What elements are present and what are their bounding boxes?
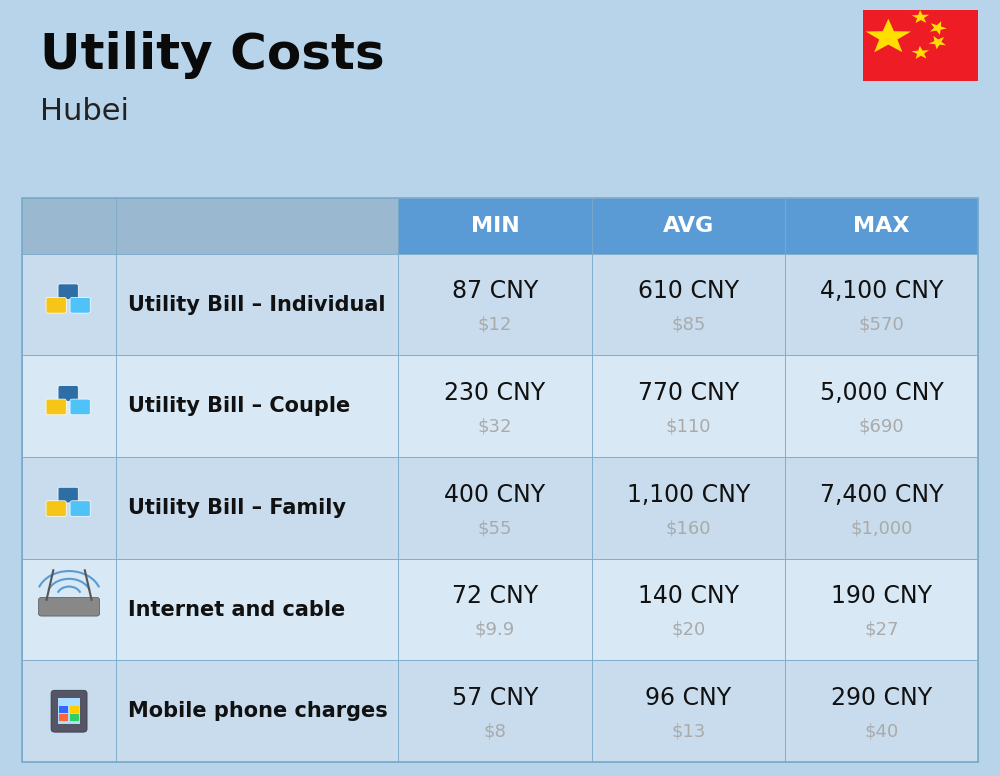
Text: $12: $12 xyxy=(478,316,512,334)
Text: $9.9: $9.9 xyxy=(475,621,515,639)
FancyBboxPatch shape xyxy=(70,399,90,414)
FancyBboxPatch shape xyxy=(22,660,116,762)
Text: 290 CNY: 290 CNY xyxy=(831,686,932,710)
FancyBboxPatch shape xyxy=(785,355,978,457)
FancyBboxPatch shape xyxy=(70,706,79,712)
Text: $27: $27 xyxy=(864,621,899,639)
Text: $85: $85 xyxy=(671,316,705,334)
Polygon shape xyxy=(930,21,947,35)
Text: $690: $690 xyxy=(859,417,904,435)
Text: $110: $110 xyxy=(665,417,711,435)
Text: 4,100 CNY: 4,100 CNY xyxy=(820,279,943,303)
Text: 770 CNY: 770 CNY xyxy=(638,381,739,405)
FancyBboxPatch shape xyxy=(58,284,78,300)
FancyBboxPatch shape xyxy=(398,660,592,762)
FancyBboxPatch shape xyxy=(59,706,68,712)
Polygon shape xyxy=(929,36,946,50)
Text: 96 CNY: 96 CNY xyxy=(645,686,731,710)
Text: Utility Bill – Individual: Utility Bill – Individual xyxy=(128,295,386,314)
Text: $13: $13 xyxy=(671,722,705,740)
Text: $20: $20 xyxy=(671,621,705,639)
FancyBboxPatch shape xyxy=(22,254,116,355)
FancyBboxPatch shape xyxy=(22,559,116,660)
Polygon shape xyxy=(912,10,929,23)
Text: Utility Costs: Utility Costs xyxy=(40,31,385,79)
FancyBboxPatch shape xyxy=(785,198,978,254)
Text: 230 CNY: 230 CNY xyxy=(444,381,546,405)
FancyBboxPatch shape xyxy=(116,457,398,559)
FancyBboxPatch shape xyxy=(59,714,68,722)
FancyBboxPatch shape xyxy=(58,487,78,503)
Text: Mobile phone charges: Mobile phone charges xyxy=(128,702,388,721)
FancyBboxPatch shape xyxy=(46,297,66,313)
FancyBboxPatch shape xyxy=(785,559,978,660)
Circle shape xyxy=(63,287,75,296)
Text: $8: $8 xyxy=(484,722,506,740)
Text: 140 CNY: 140 CNY xyxy=(638,584,739,608)
Text: 5,000 CNY: 5,000 CNY xyxy=(820,381,943,405)
Text: Internet and cable: Internet and cable xyxy=(128,600,345,619)
Text: $160: $160 xyxy=(665,519,711,537)
Text: $570: $570 xyxy=(859,316,904,334)
Polygon shape xyxy=(866,19,911,52)
Text: Utility Bill – Couple: Utility Bill – Couple xyxy=(128,397,350,416)
Text: $32: $32 xyxy=(478,417,512,435)
Text: 400 CNY: 400 CNY xyxy=(444,483,546,507)
FancyBboxPatch shape xyxy=(46,501,66,517)
FancyBboxPatch shape xyxy=(22,457,116,559)
FancyBboxPatch shape xyxy=(592,355,785,457)
FancyBboxPatch shape xyxy=(863,10,978,81)
FancyBboxPatch shape xyxy=(22,198,116,254)
Text: 1,100 CNY: 1,100 CNY xyxy=(627,483,750,507)
FancyBboxPatch shape xyxy=(116,254,398,355)
FancyBboxPatch shape xyxy=(58,386,78,401)
FancyBboxPatch shape xyxy=(398,198,592,254)
Text: $40: $40 xyxy=(864,722,899,740)
FancyBboxPatch shape xyxy=(116,559,398,660)
FancyBboxPatch shape xyxy=(592,559,785,660)
FancyBboxPatch shape xyxy=(398,355,592,457)
Circle shape xyxy=(63,389,75,398)
FancyBboxPatch shape xyxy=(592,198,785,254)
FancyBboxPatch shape xyxy=(39,598,100,616)
FancyBboxPatch shape xyxy=(116,660,398,762)
FancyBboxPatch shape xyxy=(785,457,978,559)
FancyBboxPatch shape xyxy=(398,254,592,355)
FancyBboxPatch shape xyxy=(116,355,398,457)
Text: 72 CNY: 72 CNY xyxy=(452,584,538,608)
FancyBboxPatch shape xyxy=(398,457,592,559)
Text: MAX: MAX xyxy=(853,216,910,236)
FancyBboxPatch shape xyxy=(70,501,90,517)
FancyBboxPatch shape xyxy=(22,355,116,457)
FancyBboxPatch shape xyxy=(785,254,978,355)
FancyBboxPatch shape xyxy=(58,698,80,725)
Text: 610 CNY: 610 CNY xyxy=(638,279,739,303)
FancyBboxPatch shape xyxy=(398,559,592,660)
FancyBboxPatch shape xyxy=(592,457,785,559)
FancyBboxPatch shape xyxy=(46,399,66,414)
FancyBboxPatch shape xyxy=(785,660,978,762)
Text: AVG: AVG xyxy=(663,216,714,236)
Circle shape xyxy=(63,490,75,500)
Text: $1,000: $1,000 xyxy=(850,519,913,537)
Text: 7,400 CNY: 7,400 CNY xyxy=(820,483,943,507)
Text: Utility Bill – Family: Utility Bill – Family xyxy=(128,498,346,518)
Text: Hubei: Hubei xyxy=(40,97,129,126)
FancyBboxPatch shape xyxy=(592,254,785,355)
Polygon shape xyxy=(912,46,929,59)
Text: $55: $55 xyxy=(478,519,512,537)
FancyBboxPatch shape xyxy=(70,297,90,313)
FancyBboxPatch shape xyxy=(51,691,87,733)
FancyBboxPatch shape xyxy=(116,198,398,254)
Text: 87 CNY: 87 CNY xyxy=(452,279,538,303)
Text: MIN: MIN xyxy=(471,216,519,236)
Text: 190 CNY: 190 CNY xyxy=(831,584,932,608)
FancyBboxPatch shape xyxy=(70,714,79,722)
FancyBboxPatch shape xyxy=(592,660,785,762)
Text: 57 CNY: 57 CNY xyxy=(452,686,538,710)
